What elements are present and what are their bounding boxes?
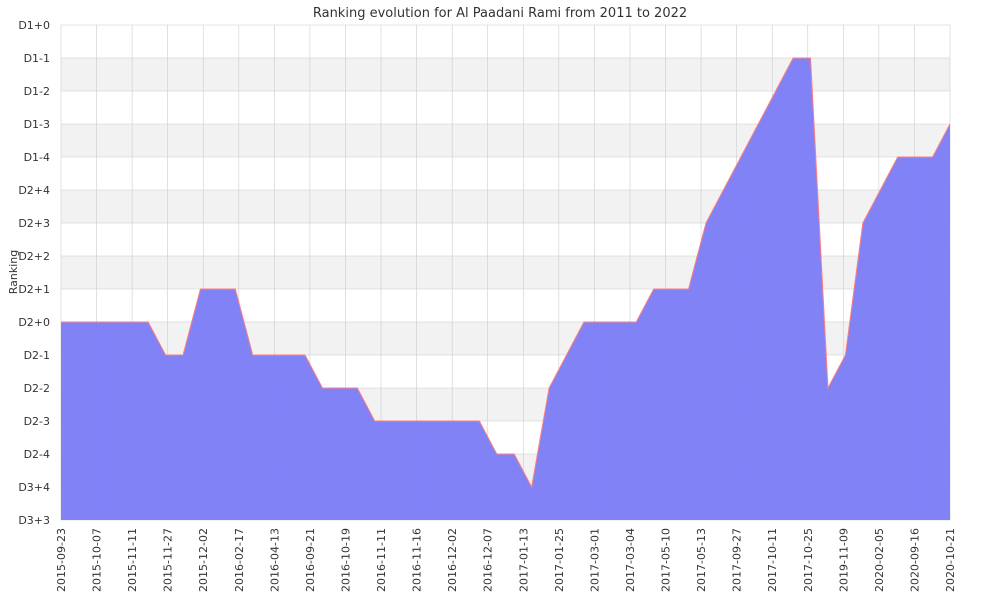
y-tick-label: D2-2 <box>24 382 50 395</box>
y-tick-labels: D3+3 D3+4 D2-4 D2-3 D2-2 D2-1 D2+0 D2+1 D2+2 D2+3… <box>18 19 50 527</box>
x-tick-label: 2017-03-04 <box>624 528 637 592</box>
x-tick-label: 2020-09-16 <box>908 528 921 592</box>
y-tick-label: D2+2 <box>18 250 50 263</box>
x-tick-label: 2015-11-27 <box>162 528 175 592</box>
y-tick-label: D1+0 <box>18 19 50 32</box>
x-tick-label: 2015-11-11 <box>126 528 139 592</box>
x-tick-label: 2019-11-09 <box>837 528 850 592</box>
y-tick-label: D1-4 <box>24 151 50 164</box>
y-tick-label: D2-4 <box>24 448 50 461</box>
y-axis-label: Ranking <box>7 250 20 295</box>
x-tick-label: 2017-01-13 <box>517 528 530 592</box>
y-tick-label: D2+0 <box>18 316 50 329</box>
x-tick-labels: 2015-09-23 2015-10-07 2015-11-11 2015-11-27… <box>55 528 957 592</box>
x-tick-label: 2017-09-27 <box>731 528 744 592</box>
chart-title: Ranking evolution for Al Paadani Rami fr… <box>313 6 687 21</box>
y-tick-label: D3+3 <box>18 514 50 527</box>
x-tick-label: 2017-10-25 <box>802 528 815 592</box>
x-tick-label: 2016-09-21 <box>304 528 317 592</box>
x-tick-label: 2016-04-13 <box>268 528 281 592</box>
y-tick-label: D2+3 <box>18 217 50 230</box>
x-tick-label: 2015-09-23 <box>55 528 68 592</box>
y-tick-label: D2+1 <box>18 283 50 296</box>
x-tick-label: 2017-10-11 <box>766 528 779 592</box>
y-tick-label: D3+4 <box>18 481 50 494</box>
x-tick-label: 2016-12-02 <box>446 528 459 592</box>
x-tick-label: 2015-12-02 <box>197 528 210 592</box>
ranking-line <box>61 57 951 489</box>
x-tick-label: 2016-11-11 <box>375 528 388 592</box>
x-tick-label: 2016-02-17 <box>233 528 246 592</box>
x-tick-label: 2016-11-16 <box>411 528 424 592</box>
ranking-area <box>61 58 950 520</box>
x-tick-label: 2016-10-19 <box>339 528 352 592</box>
grid-band <box>61 58 950 91</box>
x-tick-label: 2020-02-05 <box>873 528 886 592</box>
x-tick-label: 2016-12-07 <box>482 528 495 592</box>
x-tick-label: 2020-10-21 <box>944 528 957 592</box>
y-tick-label: D2-3 <box>24 415 50 428</box>
y-tick-label: D1-1 <box>24 52 50 65</box>
x-tick-label: 2017-05-13 <box>695 528 708 592</box>
x-tick-label: 2017-03-01 <box>588 528 601 592</box>
y-tick-label: D1-2 <box>24 85 50 98</box>
x-tick-label: 2017-05-10 <box>660 528 673 592</box>
y-tick-label: D1-3 <box>24 118 50 131</box>
x-tick-label: 2015-10-07 <box>91 528 104 592</box>
x-tick-label: 2017-01-25 <box>553 528 566 592</box>
grid-band <box>61 124 950 157</box>
y-tick-label: D2-1 <box>24 349 50 362</box>
y-tick-label: D2+4 <box>18 184 50 197</box>
